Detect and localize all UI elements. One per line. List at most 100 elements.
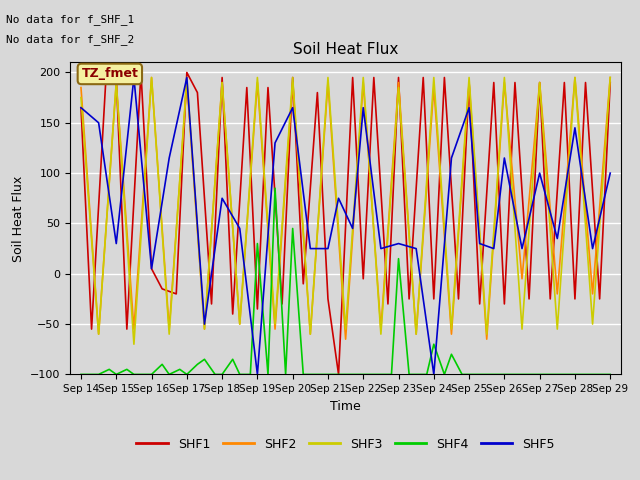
SHF1: [596, 296, 604, 302]
Line: SHF3: SHF3: [81, 77, 610, 344]
Text: No data for f_SHF_2: No data for f_SHF_2: [6, 34, 134, 45]
SHF1: [243, 84, 251, 90]
SHF1: [370, 74, 378, 80]
SHF2: [130, 326, 138, 332]
SHF1: [500, 301, 508, 307]
SHF2: [165, 326, 173, 332]
SHF1: [229, 311, 237, 317]
SHF3: [518, 326, 526, 332]
SHF2: [289, 80, 296, 85]
Line: SHF2: SHF2: [81, 77, 610, 339]
SHF2: [218, 80, 226, 85]
SHF1: [395, 74, 403, 80]
SHF5: [571, 125, 579, 131]
SHF3: [165, 331, 173, 337]
SHF5: [606, 170, 614, 176]
SHF3: [360, 74, 367, 80]
SHF3: [148, 74, 156, 80]
Y-axis label: Soil Heat Flux: Soil Heat Flux: [12, 175, 25, 262]
SHF3: [218, 80, 226, 85]
SHF1: [511, 80, 519, 85]
SHF4: [405, 372, 413, 377]
SHF2: [95, 331, 102, 337]
Line: SHF4: SHF4: [81, 188, 610, 374]
SHF2: [77, 84, 85, 90]
SHF1: [113, 74, 120, 80]
SHF3: [606, 74, 614, 80]
SHF4: [606, 372, 614, 377]
SHF2: [183, 80, 191, 85]
SHF3: [130, 341, 138, 347]
SHF1: [289, 74, 296, 80]
SHF5: [113, 240, 120, 246]
SHF2: [606, 74, 614, 80]
SHF2: [236, 321, 244, 327]
SHF3: [554, 326, 561, 332]
SHF1: [582, 80, 589, 85]
SHF2: [483, 336, 491, 342]
SHF3: [536, 80, 543, 85]
SHF5: [518, 246, 526, 252]
SHF1: [123, 326, 131, 332]
SHF3: [571, 74, 579, 80]
SHF2: [113, 80, 120, 85]
SHF1: [300, 281, 307, 287]
SHF1: [148, 266, 156, 272]
SHF3: [377, 331, 385, 337]
SHF3: [465, 74, 473, 80]
SHF1: [465, 80, 473, 85]
SHF3: [483, 331, 491, 337]
SHF3: [200, 326, 208, 332]
SHF5: [335, 195, 342, 201]
SHF1: [349, 74, 356, 80]
SHF1: [264, 84, 272, 90]
SHF5: [253, 372, 261, 377]
SHF3: [253, 74, 261, 80]
SHF5: [589, 246, 596, 252]
SHF3: [183, 74, 191, 80]
SHF1: [208, 301, 216, 307]
SHF5: [77, 105, 85, 110]
SHF5: [447, 155, 455, 161]
SHF5: [500, 155, 508, 161]
SHF1: [536, 80, 543, 85]
SHF5: [148, 266, 156, 272]
SHF5: [349, 226, 356, 231]
SHF2: [518, 276, 526, 282]
SHF1: [384, 301, 392, 307]
SHF2: [307, 331, 314, 337]
SHF2: [324, 80, 332, 85]
SHF5: [490, 246, 498, 252]
SHF3: [77, 95, 85, 100]
SHF1: [360, 276, 367, 282]
SHF3: [447, 326, 455, 332]
SHF1: [525, 296, 533, 302]
Line: SHF5: SHF5: [81, 77, 610, 374]
SHF3: [430, 74, 438, 80]
SHF1: [158, 286, 166, 292]
SHF5: [271, 140, 279, 146]
SHF2: [200, 326, 208, 332]
SHF3: [289, 74, 296, 80]
SHF1: [571, 296, 579, 302]
SHF1: [172, 291, 180, 297]
SHF2: [554, 291, 561, 297]
SHF1: [335, 372, 342, 377]
Title: Soil Heat Flux: Soil Heat Flux: [293, 42, 398, 57]
SHF2: [377, 326, 385, 332]
SHF1: [430, 296, 438, 302]
SHF5: [465, 105, 473, 110]
SHF5: [130, 74, 138, 80]
Legend: SHF1, SHF2, SHF3, SHF4, SHF5: SHF1, SHF2, SHF3, SHF4, SHF5: [131, 432, 560, 456]
SHF5: [554, 236, 561, 241]
SHF5: [200, 321, 208, 327]
SHF1: [193, 90, 201, 96]
SHF1: [253, 306, 261, 312]
SHF1: [440, 74, 448, 80]
Text: TZ_fmet: TZ_fmet: [81, 67, 138, 81]
SHF2: [571, 74, 579, 80]
SHF1: [278, 301, 286, 307]
Line: SHF1: SHF1: [81, 72, 610, 374]
SHF3: [307, 331, 314, 337]
SHF1: [218, 74, 226, 80]
